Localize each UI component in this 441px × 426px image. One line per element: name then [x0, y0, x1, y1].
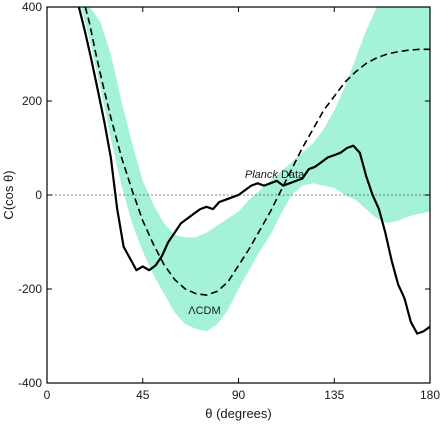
- tick-layer: 0 45 90 135 180 -400 -200 0 200 400: [18, 0, 440, 402]
- planck-annotation: Planck Data: [245, 169, 305, 181]
- lcdm-series-line: [84, 7, 430, 296]
- y-tick-label: -200: [18, 282, 42, 296]
- y-tick-label: -400: [18, 376, 42, 390]
- x-tick-label: 45: [136, 388, 150, 402]
- x-tick-label: 0: [44, 388, 51, 402]
- x-axis-label: θ (degrees): [205, 406, 271, 421]
- variance-band: [81, 7, 430, 332]
- planck-series-line: [77, 7, 430, 335]
- planck-annotation-italic: Planck: [245, 169, 279, 181]
- y-tick-label: 400: [22, 0, 42, 14]
- series-layer: [77, 7, 430, 335]
- y-axis-label: C(cos θ): [1, 170, 16, 219]
- y-tick-label: 0: [35, 188, 42, 202]
- planck-annotation-rest: Data: [278, 169, 305, 181]
- x-tick-label: 180: [420, 388, 440, 402]
- lcdm-annotation: ΛCDM: [188, 305, 220, 317]
- variance-band-layer: [81, 7, 430, 332]
- x-tick-label: 90: [232, 388, 246, 402]
- y-tick-label: 200: [22, 94, 42, 108]
- x-tick-label: 135: [324, 388, 344, 402]
